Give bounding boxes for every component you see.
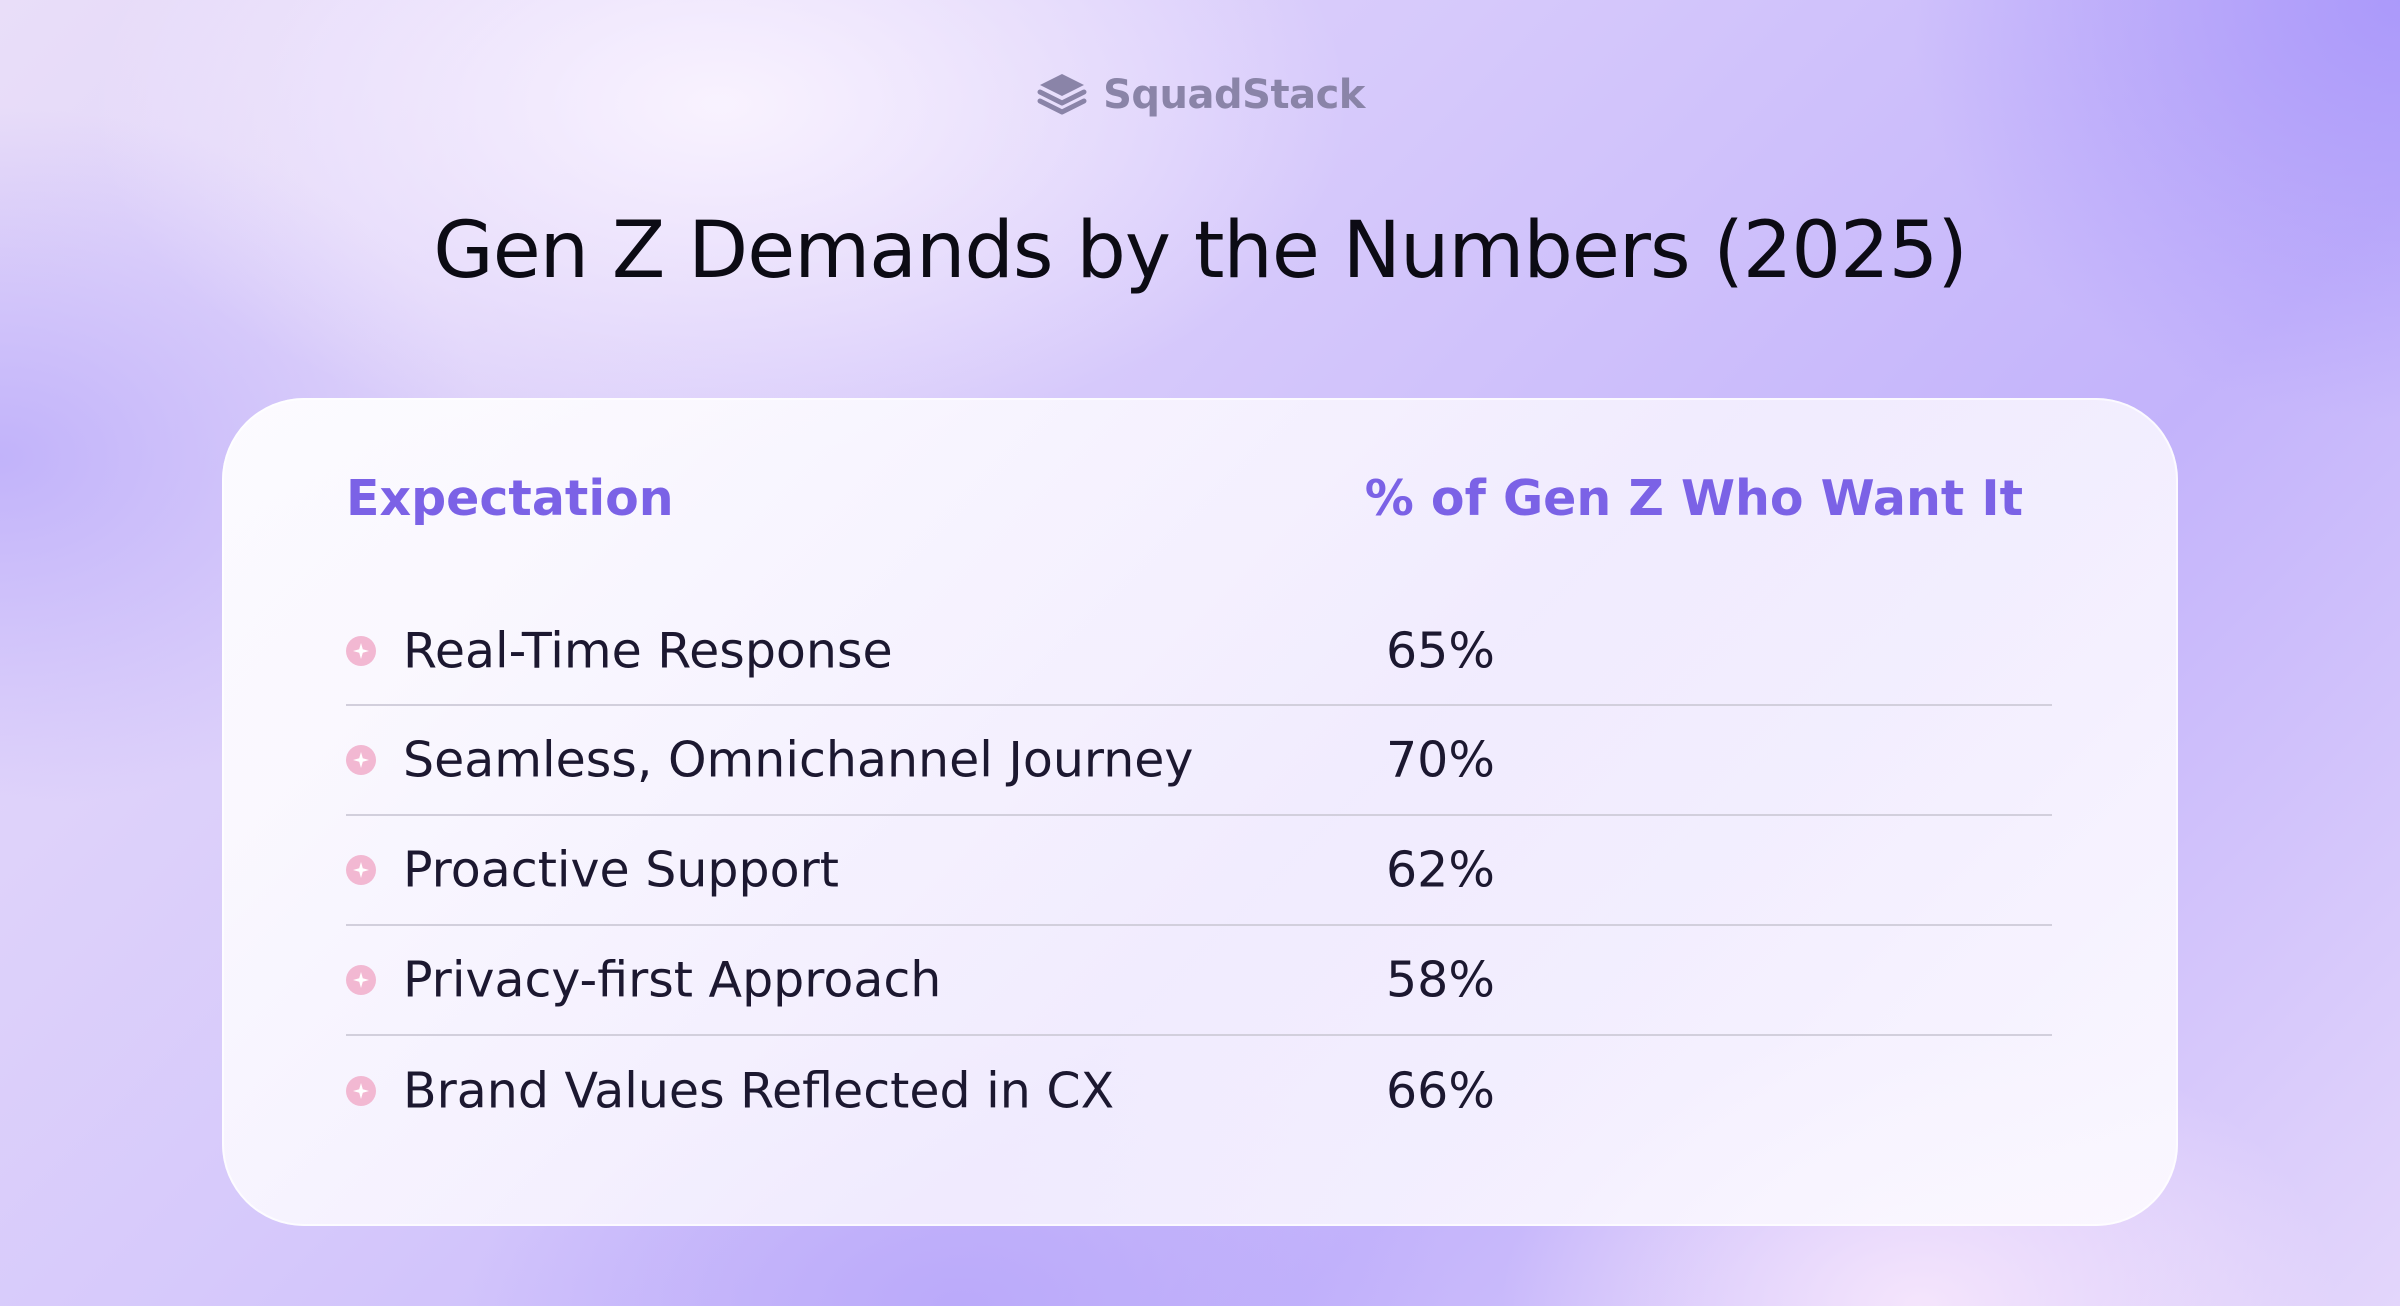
row-label: Proactive Support — [403, 841, 839, 899]
row-value: 70% — [1386, 731, 1495, 789]
sparkle-bullet-icon — [346, 965, 376, 995]
table-row: Privacy-first Approach 58% — [346, 926, 2052, 1036]
brand-header: SquadStack — [0, 68, 2400, 122]
row-label: Real-Time Response — [403, 622, 893, 680]
table-row: Proactive Support 62% — [346, 816, 2052, 926]
row-value: 62% — [1386, 841, 1495, 899]
row-value: 65% — [1386, 622, 1495, 680]
table-body: Real-Time Response 65% Seamless, Omnicha… — [346, 598, 2052, 1146]
sparkle-bullet-icon — [346, 745, 376, 775]
sparkle-bullet-icon — [346, 636, 376, 666]
row-label: Brand Values Reflected in CX — [403, 1062, 1115, 1120]
column-header-percent: % of Gen Z Who Want It — [1364, 470, 2023, 527]
table-row: Brand Values Reflected in CX 66% — [346, 1036, 2052, 1146]
row-value: 58% — [1386, 951, 1495, 1009]
table-row: Real-Time Response 65% — [346, 598, 2052, 706]
row-label: Privacy-first Approach — [403, 951, 942, 1009]
table-row: Seamless, Omnichannel Journey 70% — [346, 706, 2052, 816]
sparkle-bullet-icon — [346, 855, 376, 885]
row-label: Seamless, Omnichannel Journey — [403, 731, 1194, 789]
brand-name: SquadStack — [1103, 72, 1365, 118]
column-header-expectation: Expectation — [346, 470, 674, 527]
page-title: Gen Z Demands by the Numbers (2025) — [433, 206, 1968, 296]
row-value: 66% — [1386, 1062, 1495, 1120]
stacked-layers-icon — [1037, 74, 1087, 115]
sparkle-bullet-icon — [346, 1076, 376, 1106]
table-card: Expectation % of Gen Z Who Want It Real-… — [222, 398, 2178, 1226]
